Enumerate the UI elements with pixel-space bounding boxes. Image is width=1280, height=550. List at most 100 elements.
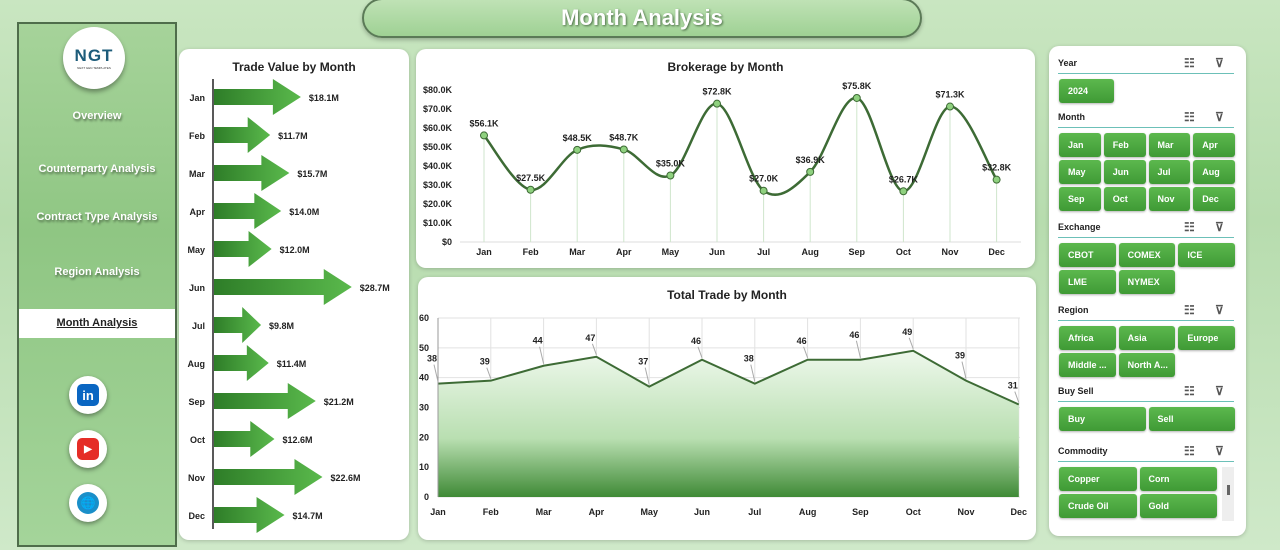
x-tick-label: Feb: [483, 507, 500, 517]
month-option[interactable]: Mar: [1148, 133, 1191, 157]
exchange-option[interactable]: NYMEX: [1118, 270, 1176, 294]
clear-filter-icon[interactable]: ⊽: [1215, 220, 1224, 234]
buy-sell-option[interactable]: Buy: [1059, 407, 1146, 431]
month-option[interactable]: Jun: [1103, 160, 1146, 184]
y-tick-label: 20: [419, 432, 429, 442]
commodity-slicer-header: Commodity ☷ ⊽: [1058, 444, 1234, 462]
commodity-option[interactable]: Corn: [1139, 467, 1217, 491]
month-option[interactable]: Feb: [1103, 133, 1146, 157]
buy-sell-option[interactable]: Sell: [1148, 407, 1235, 431]
multi-select-icon[interactable]: ☷: [1184, 303, 1195, 317]
data-point: [806, 167, 815, 176]
chart-title: Trade Value by Month: [232, 60, 356, 74]
clear-filter-icon[interactable]: ⊽: [1215, 444, 1224, 458]
trade-value-chart-panel: Trade Value by Month Jan $18.1M Feb $11.7M M…: [179, 49, 409, 540]
exchange-option[interactable]: LME: [1059, 270, 1116, 294]
y-tick-label: $10.0K: [423, 218, 453, 228]
multi-select-icon[interactable]: ☷: [1184, 384, 1195, 398]
nav-month-analysis[interactable]: Month Analysis: [19, 309, 175, 338]
clear-filter-icon[interactable]: ⊽: [1215, 303, 1224, 317]
month-option[interactable]: Jan: [1059, 133, 1101, 157]
month-option[interactable]: May: [1059, 160, 1101, 184]
multi-select-icon[interactable]: ☷: [1184, 56, 1195, 70]
data-label: $71.3K: [935, 90, 965, 100]
region-option[interactable]: Europe: [1178, 326, 1235, 350]
month-label: Apr: [190, 207, 206, 217]
month-option[interactable]: Oct: [1103, 187, 1146, 211]
slicer-title: Buy Sell: [1058, 386, 1094, 396]
buy-sell-slicer-header: Buy Sell ☷ ⊽: [1058, 384, 1234, 402]
chart-title: Total Trade by Month: [667, 288, 787, 302]
data-label: $12.0M: [280, 245, 310, 255]
commodity-scrollbar[interactable]: [1222, 467, 1234, 521]
region-option[interactable]: Middle ...: [1059, 353, 1116, 377]
y-tick-label: $60.0K: [423, 123, 453, 133]
x-tick-label: Jul: [757, 247, 770, 257]
month-option[interactable]: Nov: [1148, 187, 1191, 211]
multi-select-icon[interactable]: ☷: [1184, 220, 1195, 234]
website-button[interactable]: 🌐: [69, 484, 107, 522]
clear-filter-icon[interactable]: ⊽: [1215, 56, 1224, 70]
month-option[interactable]: Jul: [1148, 160, 1191, 184]
nav-contract-type-analysis[interactable]: Contract Type Analysis: [36, 211, 158, 223]
x-tick-label: Jun: [709, 247, 725, 257]
clear-filter-icon[interactable]: ⊽: [1215, 384, 1224, 398]
brokerage-chart: $0 $10.0K $20.0K $30.0K $40.0K $50.0K $60.0K $7…: [423, 81, 1021, 257]
multi-select-icon[interactable]: ☷: [1184, 444, 1195, 458]
exchange-option[interactable]: CBOT: [1059, 243, 1116, 267]
y-tick-label: $50.0K: [423, 142, 453, 152]
data-point: [666, 171, 675, 180]
y-tick-label: 50: [419, 343, 429, 353]
region-option[interactable]: Africa: [1059, 326, 1116, 350]
leader-line: [1014, 391, 1020, 403]
data-label: $48.7K: [609, 132, 639, 142]
multi-select-icon[interactable]: ☷: [1184, 110, 1195, 124]
month-option[interactable]: Sep: [1059, 187, 1101, 211]
exchange-option[interactable]: COMEX: [1118, 243, 1176, 267]
exchange-option[interactable]: ICE: [1178, 243, 1235, 267]
x-tick-label: Oct: [896, 247, 911, 257]
page-title: Month Analysis: [561, 5, 723, 30]
leader-line: [908, 337, 914, 349]
y-tick-label: 0: [424, 492, 429, 502]
area-fill: [438, 350, 1019, 497]
arrow-bar: [214, 155, 290, 191]
commodity-option[interactable]: Copper: [1059, 467, 1137, 491]
nav-counterparty-analysis[interactable]: Counterparty Analysis: [38, 163, 156, 175]
slicer-title: Region: [1058, 305, 1089, 315]
nav-region-analysis[interactable]: Region Analysis: [54, 266, 140, 278]
x-tick-label: Jul: [748, 507, 761, 517]
data-label: $48.5K: [563, 133, 593, 143]
y-tick-label: 40: [419, 373, 429, 383]
year-option[interactable]: 2024: [1059, 79, 1114, 103]
data-point: [526, 185, 535, 194]
commodity-option[interactable]: Gold: [1139, 494, 1217, 518]
x-tick-label: Feb: [523, 247, 540, 257]
leader-line: [433, 364, 439, 382]
region-option[interactable]: Asia: [1118, 326, 1176, 350]
month-option[interactable]: Apr: [1193, 133, 1235, 157]
data-label: 46: [849, 330, 859, 340]
nav-overview[interactable]: Overview: [72, 110, 122, 122]
month-label: Mar: [189, 169, 206, 179]
data-label: $26.7K: [889, 174, 919, 184]
leader-line: [803, 346, 809, 358]
data-label: $72.8K: [702, 87, 732, 97]
y-tick-label: $40.0K: [423, 161, 453, 171]
clear-filter-icon[interactable]: ⊽: [1215, 110, 1224, 124]
month-label: Feb: [189, 131, 206, 141]
month-label: Jul: [192, 321, 205, 331]
commodity-option[interactable]: Crude Oil: [1059, 494, 1137, 518]
data-label: $28.7M: [360, 283, 390, 293]
region-option[interactable]: North A...: [1118, 353, 1176, 377]
year-slicer-header: Year ☷ ⊽: [1058, 56, 1234, 74]
month-option[interactable]: Aug: [1193, 160, 1235, 184]
arrow-bar: [214, 193, 282, 229]
arrow-bar: [214, 307, 262, 343]
linkedin-button[interactable]: in: [69, 376, 107, 414]
data-label: $56.1K: [469, 118, 499, 128]
month-option[interactable]: Dec: [1193, 187, 1235, 211]
youtube-button[interactable]: ▶: [69, 430, 107, 468]
data-label: $21.2M: [324, 397, 354, 407]
data-label: $22.6M: [330, 473, 360, 483]
